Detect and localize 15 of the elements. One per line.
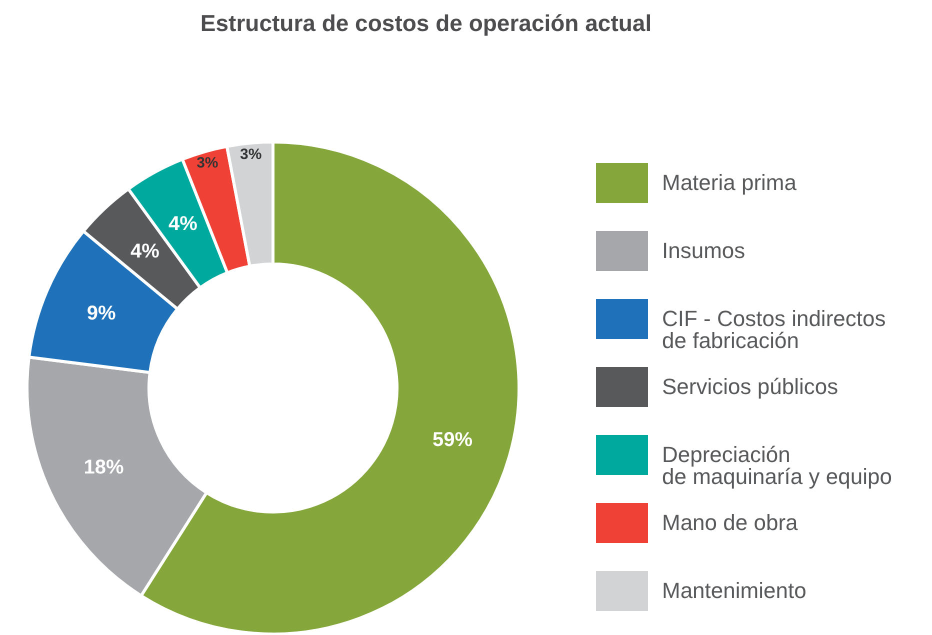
data-label: 4%: [130, 240, 160, 263]
legend-label: CIF - Costos indirectos de fabricación: [662, 306, 886, 353]
data-label: 4%: [168, 213, 198, 236]
data-label: 9%: [86, 302, 116, 325]
data-label: 3%: [196, 154, 218, 172]
data-label: 3%: [240, 146, 262, 164]
data-label: 18%: [84, 456, 124, 479]
data-label: 59%: [432, 429, 473, 452]
chart-title: Estructura de costos de operación actual: [200, 10, 652, 36]
legend-label: Depreciación de maquinaría y equipo: [662, 442, 892, 489]
legend-label: Materia prima: [662, 170, 798, 195]
legend-label: Mantenimiento: [662, 578, 806, 603]
legend-label: Servicios públicos: [662, 374, 838, 399]
legend-label: Mano de obra: [662, 510, 799, 535]
legend-label: Insumos: [662, 238, 746, 263]
